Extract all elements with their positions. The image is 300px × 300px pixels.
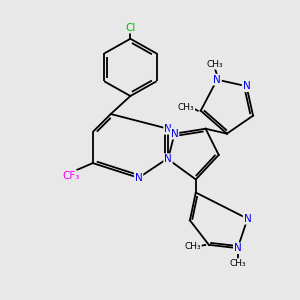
Text: N: N [234,243,242,253]
Text: N: N [164,154,172,164]
Text: N: N [243,81,250,91]
Text: N: N [164,124,172,134]
Text: N: N [171,129,178,139]
Text: N: N [244,214,251,224]
Text: Cl: Cl [125,22,136,33]
Text: CH₃: CH₃ [206,60,223,69]
Text: CH₃: CH₃ [178,103,194,112]
Text: CF₃: CF₃ [62,171,80,181]
Text: CH₃: CH₃ [184,242,201,251]
Text: CH₃: CH₃ [230,259,246,268]
Text: N: N [135,173,142,183]
Text: N: N [213,75,221,85]
